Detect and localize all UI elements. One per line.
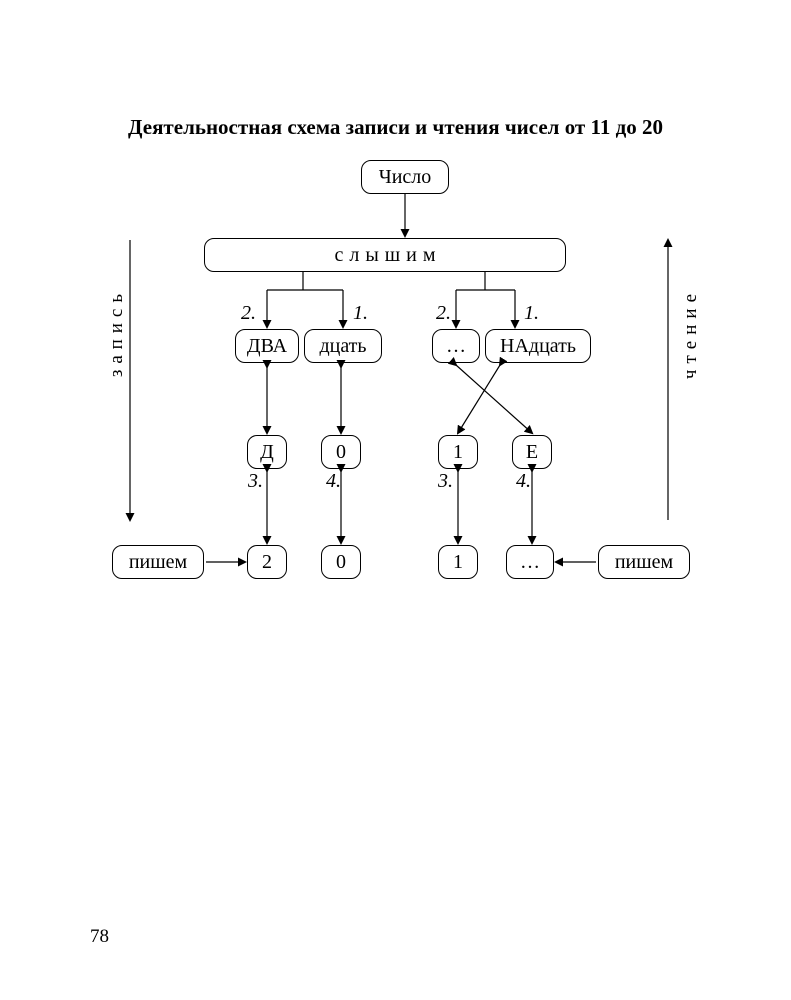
node-dcat: дцать: [304, 329, 382, 363]
node-D: Д: [247, 435, 287, 469]
side-label-right: чтение: [680, 288, 702, 379]
side-label-left: запись: [106, 288, 128, 377]
page-title: Деятельностная схема записи и чтения чис…: [0, 115, 791, 140]
node-nadcat: НАдцать: [485, 329, 591, 363]
node-two: 2: [247, 545, 287, 579]
step-label-7: 4.: [516, 470, 531, 493]
node-pishem1: пишем: [112, 545, 204, 579]
step-label-4: 3.: [248, 470, 263, 493]
node-E: Е: [512, 435, 552, 469]
step-label-5: 4.: [326, 470, 341, 493]
node-one1: 1: [438, 435, 478, 469]
node-dva: ДВА: [235, 329, 299, 363]
node-slyshim: слышим: [204, 238, 566, 272]
node-zero2: 0: [321, 545, 361, 579]
node-zero1: 0: [321, 435, 361, 469]
node-dots1: …: [432, 329, 480, 363]
step-label-0: 2.: [241, 302, 256, 325]
edges-svg: [0, 0, 791, 1000]
step-label-3: 1.: [524, 302, 539, 325]
step-label-2: 2.: [436, 302, 451, 325]
page-root: Деятельностная схема записи и чтения чис…: [0, 0, 791, 1000]
step-label-1: 1.: [353, 302, 368, 325]
page-number: 78: [90, 926, 109, 948]
node-chislo: Число: [361, 160, 449, 194]
node-dots2: …: [506, 545, 554, 579]
node-one2: 1: [438, 545, 478, 579]
step-label-6: 3.: [438, 470, 453, 493]
node-pishem2: пишем: [598, 545, 690, 579]
